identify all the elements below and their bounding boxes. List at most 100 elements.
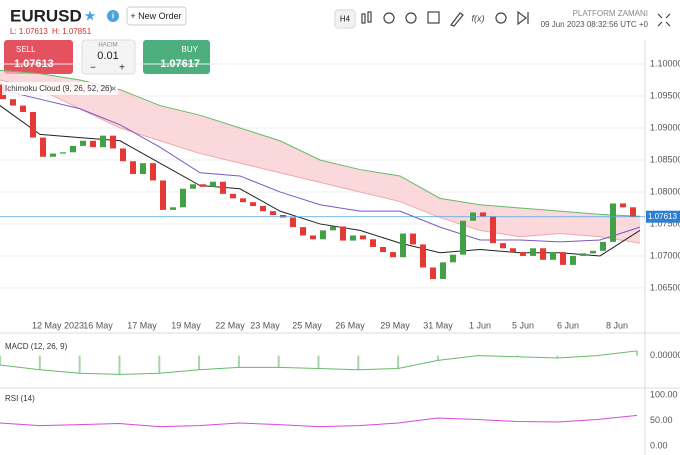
x-tick-label: 12 May 2023 [32,320,84,330]
y-tick-label: 1.07500 [650,218,680,228]
volume-plus[interactable]: + [119,63,125,74]
rsi-label: RSI (14) [5,394,35,403]
favorite-star[interactable]: ★ [84,8,97,24]
candle [350,235,356,241]
toolbar [334,9,671,29]
candle [60,152,66,154]
candle [200,184,206,187]
candle [420,244,426,268]
candle [50,153,56,157]
macd-bar [0,355,1,366]
y-tick-label: 1.08000 [650,186,680,196]
volume-minus[interactable]: − [90,63,96,74]
x-tick-label: 25 May [292,320,322,330]
candle [280,214,286,218]
macd-bar [118,355,121,375]
macd-bar [636,350,638,356]
candle [510,248,516,253]
zoom-out-icon[interactable] [383,12,395,24]
indicator-label-bg [2,82,118,95]
zoom-in-icon[interactable] [405,12,417,24]
timeframe-button[interactable] [334,9,356,29]
candle [480,212,486,217]
macd-bar [556,355,559,358]
new-order-button[interactable] [126,6,187,26]
low-price: L: 1.07613 [10,27,48,36]
macd-bar [397,355,400,369]
screenshot-icon[interactable] [427,11,440,24]
x-tick-label: 19 May [171,320,201,330]
candle [80,140,86,146]
candle [250,202,256,207]
candle [490,216,496,244]
candle [530,248,536,256]
volume-box[interactable] [81,39,136,75]
macd-label: MACD (12, 26, 9) [5,342,68,351]
y-tick-label: 1.09000 [650,122,680,132]
indicator-close[interactable]: × [111,83,116,93]
fullscreen-icon[interactable] [657,13,671,27]
candle [170,207,176,210]
candle [550,252,556,260]
macd-bar [78,355,81,374]
candle [320,230,326,240]
platform-time-label: PLATFORM ZAMANI [573,9,648,18]
candle [210,181,216,187]
macd-bar [436,355,439,361]
candle [600,241,606,251]
candle [160,180,166,210]
y-tick-label: 0.00 [650,440,668,450]
macd-bar [237,355,240,368]
candle [450,254,456,263]
buy-button[interactable] [143,40,210,74]
info-icon[interactable] [107,10,119,22]
candle [180,188,186,208]
y-tick-label: 1.08500 [650,154,680,164]
x-tick-label: 17 May [127,320,157,330]
y-tick-label: 50.00 [650,415,673,425]
candle [270,211,276,215]
x-tick-label: 22 May [215,320,245,330]
candles-icon-2 [367,11,372,23]
replay-icon[interactable] [517,10,529,26]
candle [70,145,76,153]
last-price-label: 1.07613 [648,212,677,221]
candle [570,255,576,265]
macd-bar [158,355,161,374]
rsi-line [0,414,638,428]
macd-bar [317,355,320,369]
x-tick-label: 23 May [250,320,280,330]
sell-button[interactable] [4,40,73,74]
x-tick-label: 16 May [83,320,113,330]
macd-bar [516,355,519,357]
candle [440,262,446,279]
x-tick-label: 6 Jun [557,320,579,330]
candle [400,233,406,258]
candle [110,135,116,149]
indicator-label: Ichimoku Cloud (9, 26, 52, 26) [5,84,113,93]
fx-icon[interactable]: f(x) [472,13,485,23]
candle [330,226,336,231]
macd-line [0,350,638,375]
info-glyph: i [112,12,114,21]
macd-bar [357,355,360,370]
settings-icon[interactable] [495,12,507,24]
x-tick-label: 29 May [380,320,410,330]
draw-icon[interactable] [450,12,464,27]
candles-icon[interactable] [361,13,366,24]
candle [140,163,146,175]
volume: 0.01 [97,50,118,62]
x-tick-label: 1 Jun [469,320,491,330]
high-price: H: 1.07851 [52,27,92,36]
volume-label: HACIM [98,43,117,49]
candle [430,267,436,279]
candle [20,105,26,112]
candle [590,250,596,254]
sell-label: SELL [16,45,36,54]
candle [390,252,396,258]
y-tick-label: 100.00 [650,389,678,399]
timeframe: H4 [340,15,351,24]
macd-bar [277,355,280,368]
candle [290,217,296,228]
